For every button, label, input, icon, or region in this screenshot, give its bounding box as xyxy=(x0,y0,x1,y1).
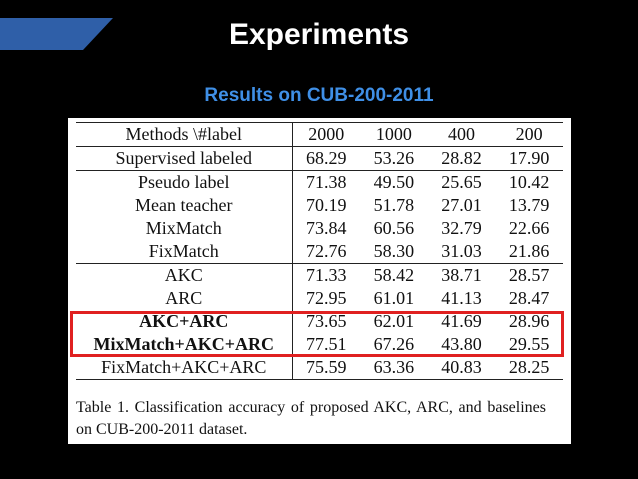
slide-title: Experiments xyxy=(228,18,410,51)
value-cell: 70.19 xyxy=(306,195,347,215)
method-cell: ARC xyxy=(76,287,293,310)
value-cell: 41.69 xyxy=(441,311,482,331)
column-header: Methods \#label xyxy=(76,122,293,147)
value-cell: 43.80 xyxy=(441,334,482,354)
table-caption: Table 1. Classification accuracy of prop… xyxy=(76,399,546,438)
table-row: FixMatch+AKC+ARC 75.59 63.36 40.83 28.25 xyxy=(76,356,563,380)
value-cell: 28.82 xyxy=(441,148,482,168)
value-cell: 72.76 xyxy=(306,241,347,261)
value-cell: 28.47 xyxy=(508,288,550,308)
value-cell: 73.65 xyxy=(306,311,347,331)
method-cell: MixMatch+AKC+ARC xyxy=(76,333,293,356)
value-cell: 71.33 xyxy=(292,263,361,287)
value-cell: 63.36 xyxy=(360,356,428,380)
value-cell: 51.78 xyxy=(373,195,415,215)
results-table-figure: Methods \#label 2000 1000 400 200 Superv… xyxy=(68,118,571,444)
value-cell: 40.83 xyxy=(427,356,496,380)
method-cell: Pseudo label xyxy=(76,170,293,194)
table-row: Pseudo label 71.38 49.50 25.65 10.42 xyxy=(76,170,563,194)
value-cell: 25.65 xyxy=(427,170,496,194)
value-cell: 75.59 xyxy=(292,356,361,380)
table-row: Supervised labeled 68.29 53.26 28.82 17.90 xyxy=(76,146,563,171)
value-cell: 28.25 xyxy=(495,356,563,380)
title-accent-bar xyxy=(0,18,113,50)
value-cell: 77.51 xyxy=(306,334,347,354)
table-row: AKC 71.33 58.42 38.71 28.57 xyxy=(76,263,563,287)
table-row: ARC 72.95 61.01 41.13 28.47 xyxy=(76,287,563,310)
table-header-row: Methods \#label 2000 1000 400 200 xyxy=(76,122,563,147)
value-cell: 38.71 xyxy=(427,263,496,287)
method-cell: MixMatch xyxy=(76,217,293,240)
method-cell: Supervised labeled xyxy=(76,146,293,171)
method-cell: AKC xyxy=(76,263,293,287)
value-cell: 10.42 xyxy=(495,170,563,194)
value-cell: 29.55 xyxy=(508,334,550,354)
table-row: MixMatch 73.84 60.56 32.79 22.66 xyxy=(76,217,563,240)
value-cell: 71.38 xyxy=(292,170,361,194)
value-cell: 58.30 xyxy=(373,241,415,261)
table-row: AKC+ARC 73.65 62.01 41.69 28.96 xyxy=(76,310,563,333)
results-table: Methods \#label 2000 1000 400 200 Superv… xyxy=(76,122,563,380)
value-cell: 67.26 xyxy=(373,334,415,354)
method-cell: FixMatch xyxy=(76,240,293,264)
slide-subtitle: Results on CUB-200-2011 xyxy=(204,85,434,106)
method-cell: Mean teacher xyxy=(76,194,293,217)
value-cell: 13.79 xyxy=(508,195,550,215)
method-cell: FixMatch+AKC+ARC xyxy=(76,356,293,380)
value-cell: 17.90 xyxy=(508,148,550,168)
value-cell: 41.13 xyxy=(441,288,482,308)
value-cell: 60.56 xyxy=(373,218,415,238)
value-cell: 61.01 xyxy=(373,288,415,308)
value-cell: 27.01 xyxy=(441,195,482,215)
table-row: MixMatch+AKC+ARC 77.51 67.26 43.80 29.55 xyxy=(76,333,563,356)
column-header: 2000 xyxy=(292,122,361,147)
value-cell: 58.42 xyxy=(360,263,428,287)
value-cell: 62.01 xyxy=(373,311,415,331)
method-cell: AKC+ARC xyxy=(76,310,293,333)
value-cell: 28.96 xyxy=(508,311,550,331)
value-cell: 22.66 xyxy=(508,218,550,238)
value-cell: 72.95 xyxy=(306,288,347,308)
value-cell: 28.57 xyxy=(495,263,563,287)
highlight-box xyxy=(70,311,564,357)
value-cell: 73.84 xyxy=(306,218,347,238)
table-body: Supervised labeled 68.29 53.26 28.82 17.90 Ps… xyxy=(76,146,563,380)
value-cell: 49.50 xyxy=(360,170,428,194)
value-cell: 31.03 xyxy=(441,241,482,261)
column-header: 1000 xyxy=(360,122,428,147)
value-cell: 21.86 xyxy=(508,241,550,261)
column-header: 400 xyxy=(427,122,496,147)
value-cell: 68.29 xyxy=(306,148,347,168)
table-row: Mean teacher 70.19 51.78 27.01 13.79 xyxy=(76,194,563,217)
value-cell: 53.26 xyxy=(373,148,415,168)
value-cell: 32.79 xyxy=(441,218,482,238)
table-row: FixMatch 72.76 58.30 31.03 21.86 xyxy=(76,240,563,264)
column-header: 200 xyxy=(495,122,563,147)
